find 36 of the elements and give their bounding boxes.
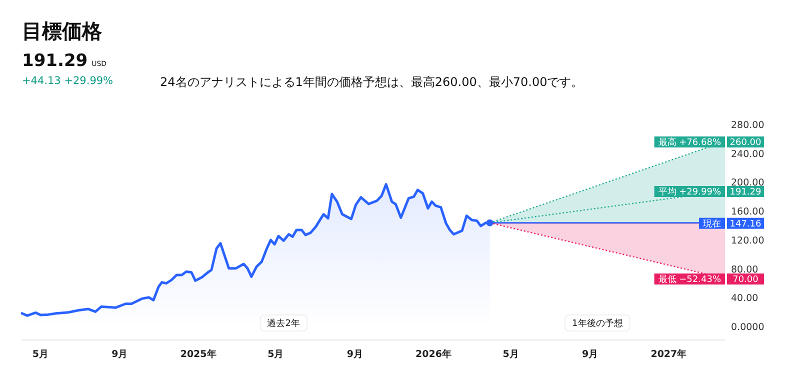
data-label: 147.16 (730, 219, 762, 230)
value-label: 147.16 (727, 218, 764, 230)
series-name: 現在 (699, 218, 725, 230)
annotation: 1年後の予想 (572, 318, 623, 329)
y-tick-label: 280.00 (731, 120, 764, 131)
x-tick-label: 9月 (112, 349, 128, 360)
y-tick-label: 80.00 (731, 264, 758, 276)
y-tick-label: 40.00 (731, 293, 758, 304)
chart-subtitle: 191.29 (22, 51, 88, 71)
y-tick-label: 120.00 (731, 235, 764, 246)
y-tick-label: 0.0000 (731, 322, 764, 333)
x-tick-label: 9月 (582, 349, 599, 360)
y-tick-label: 160.00 (731, 206, 764, 218)
series-name: 最高 +76.68% (654, 136, 725, 148)
annotation: +44.13 +29.99% (22, 75, 114, 87)
y-tick-label: 200.00 (731, 178, 764, 189)
value-label: 70.00 (727, 274, 764, 285)
x-tick-label: 5月 (502, 349, 520, 360)
y-tick-label: 240.00 (731, 148, 764, 160)
series-name: 最低 −52.43% (654, 274, 725, 285)
annotation: 24名のアナリストによる1年間の価格予想は、最高260.00、最小70.00です。 (160, 75, 584, 89)
x-tick-label: 2026年 (416, 348, 452, 360)
x-tick-label: 5月 (268, 349, 284, 360)
data-label: 260.00 (730, 138, 762, 148)
chart-title: 目標価格 (22, 19, 103, 43)
x-tick-label: 5月 (32, 349, 49, 360)
x-tick-label: 2025年 (180, 348, 217, 360)
legend-label: 現在 (703, 218, 721, 230)
value-label: 260.00 (727, 136, 764, 148)
data-label: 70.00 (732, 275, 759, 285)
series-name: 平均 +29.99% (654, 186, 725, 198)
x-tick-label: 9月 (346, 349, 364, 360)
x-tick-label: 2027年 (650, 348, 688, 360)
data-label: 191.29 (730, 188, 762, 198)
annotation: 1年後の予想 (564, 314, 630, 332)
value-label: 191.29 (727, 186, 764, 198)
